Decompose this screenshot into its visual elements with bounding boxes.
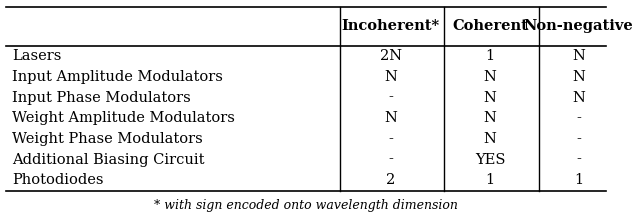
Text: N: N: [384, 111, 397, 125]
Text: 1: 1: [574, 173, 583, 187]
Text: N: N: [572, 49, 585, 63]
Text: N: N: [483, 132, 497, 146]
Text: -: -: [388, 132, 393, 146]
Text: N: N: [483, 91, 497, 105]
Text: Coherent: Coherent: [452, 19, 528, 33]
Text: Additional Biasing Circuit: Additional Biasing Circuit: [12, 153, 205, 167]
Text: N: N: [483, 111, 497, 125]
Text: -: -: [576, 153, 581, 167]
Text: N: N: [483, 70, 497, 84]
Text: Weight Amplitude Modulators: Weight Amplitude Modulators: [12, 111, 235, 125]
Text: Non-negative: Non-negative: [524, 19, 634, 33]
Text: -: -: [576, 111, 581, 125]
Text: Lasers: Lasers: [12, 49, 61, 63]
Text: 1: 1: [485, 49, 495, 63]
Text: Weight Phase Modulators: Weight Phase Modulators: [12, 132, 203, 146]
Text: N: N: [384, 70, 397, 84]
Text: N: N: [572, 91, 585, 105]
Text: * with sign encoded onto wavelength dimension: * with sign encoded onto wavelength dime…: [154, 200, 458, 212]
Text: -: -: [576, 132, 581, 146]
Text: Input Amplitude Modulators: Input Amplitude Modulators: [12, 70, 223, 84]
Text: 2: 2: [386, 173, 396, 187]
Text: YES: YES: [475, 153, 505, 167]
Text: -: -: [388, 91, 393, 105]
Text: 2N: 2N: [380, 49, 402, 63]
Text: N: N: [572, 70, 585, 84]
Text: 1: 1: [485, 173, 495, 187]
Text: Input Phase Modulators: Input Phase Modulators: [12, 91, 191, 105]
Text: Incoherent*: Incoherent*: [342, 19, 440, 33]
Text: -: -: [388, 153, 393, 167]
Text: Photodiodes: Photodiodes: [12, 173, 104, 187]
